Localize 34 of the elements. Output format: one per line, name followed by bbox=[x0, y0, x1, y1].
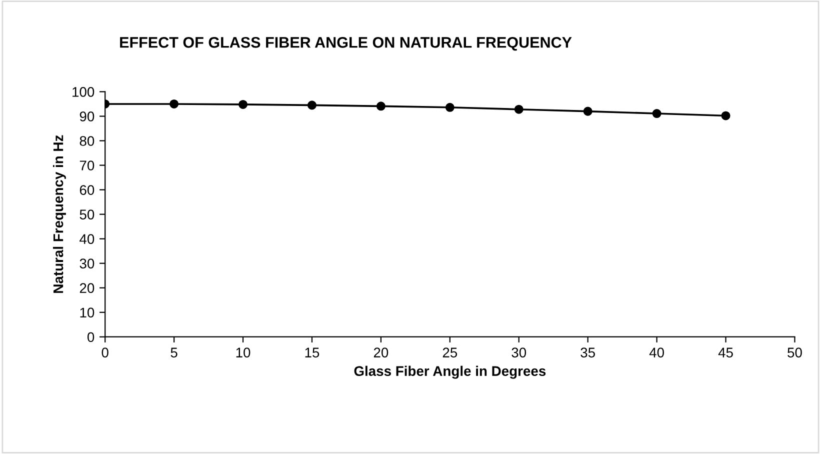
y-tick-label: 80 bbox=[80, 136, 94, 146]
y-tick-label: 10 bbox=[80, 308, 94, 318]
x-tick-label: 45 bbox=[718, 348, 733, 358]
point bbox=[721, 111, 730, 120]
y-tick-label: 20 bbox=[80, 283, 94, 294]
point bbox=[170, 99, 179, 108]
y-axis-title: Natural Frequency in Hz bbox=[53, 135, 66, 293]
x-tick-label: 30 bbox=[512, 348, 526, 358]
point bbox=[652, 109, 662, 118]
x-tick-label: 25 bbox=[442, 348, 458, 358]
point bbox=[583, 106, 592, 116]
x-axis-title: Glass Fiber Angle in Degrees bbox=[354, 366, 546, 379]
point bbox=[376, 102, 386, 111]
point bbox=[238, 100, 248, 109]
x-tick-label: 35 bbox=[580, 348, 595, 358]
x-tick-label: 10 bbox=[236, 348, 250, 358]
y-tick-label: 100 bbox=[72, 87, 94, 97]
x-tick-label: 40 bbox=[649, 348, 664, 358]
y-tick-label: 0 bbox=[87, 332, 94, 342]
point bbox=[514, 104, 524, 114]
x-tick-label: 20 bbox=[374, 348, 388, 358]
chart-title: EFFECT OF GLASS FIBER ANGLE ON NATURAL FREQUENCY bbox=[120, 37, 572, 51]
y-tick-label: 70 bbox=[80, 160, 94, 170]
y-tick-label: 90 bbox=[80, 112, 94, 122]
y-tick-label: 40 bbox=[80, 234, 94, 244]
x-tick-label: 15 bbox=[305, 348, 320, 358]
x-tick-label: 0 bbox=[102, 348, 108, 358]
x-tick-label: 50 bbox=[788, 348, 802, 358]
x-tick-label: 5 bbox=[170, 348, 178, 358]
y-tick-label: 30 bbox=[80, 258, 94, 268]
y-tick-label: 60 bbox=[80, 185, 94, 195]
point bbox=[307, 100, 316, 110]
point bbox=[445, 102, 454, 112]
y-tick-label: 50 bbox=[80, 210, 94, 220]
